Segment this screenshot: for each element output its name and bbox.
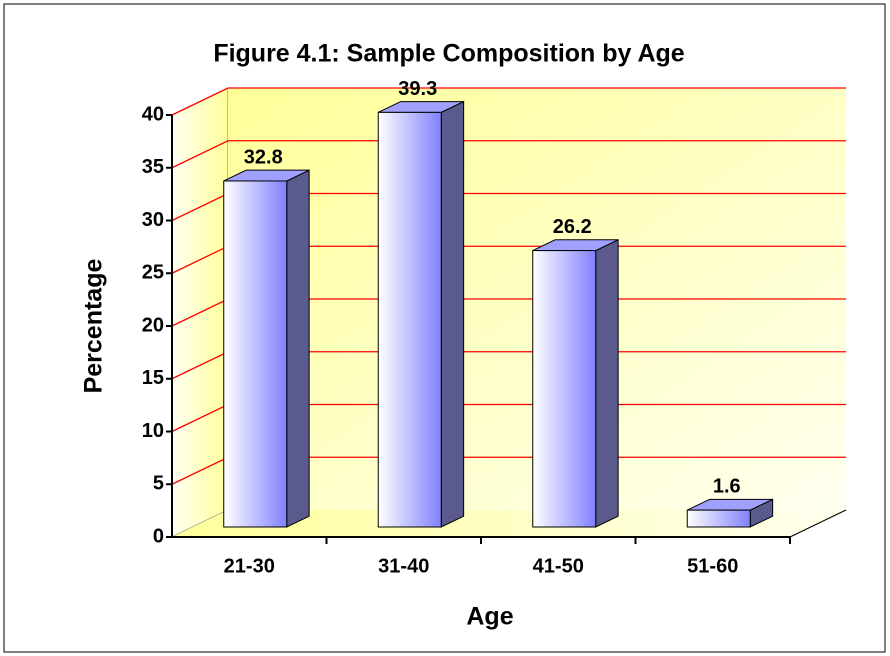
x-axis-label: Age (466, 603, 513, 631)
y-tick-label: 25 (142, 262, 164, 284)
floor (172, 510, 846, 537)
y-axis-label: Percentage (80, 259, 108, 394)
grid-line (171, 140, 846, 169)
y-tick-label: 40 (142, 103, 164, 125)
bar (686, 509, 751, 528)
x-tick-label: 41-50 (533, 555, 584, 577)
chart-title: Figure 4.1: Sample Composition by Age (213, 40, 684, 68)
y-tick-label: 10 (142, 420, 164, 442)
bar-side (440, 100, 465, 528)
data-label: 32.8 (244, 146, 283, 168)
bar (532, 250, 597, 528)
y-tick-label: 20 (142, 314, 164, 336)
y-tick-label: 0 (153, 525, 164, 547)
floor-edge (789, 509, 847, 538)
bar (377, 111, 442, 528)
x-tick-label: 51-60 (687, 555, 738, 577)
grid-line (171, 87, 846, 116)
data-label: 39.3 (398, 78, 437, 100)
bar-side (595, 238, 619, 528)
x-tick-label: 21-30 (224, 555, 275, 577)
y-tick-label: 5 (153, 473, 164, 495)
y-tick-label: 35 (142, 156, 164, 178)
y-tick-label: 30 (142, 209, 164, 231)
data-label: 26.2 (553, 216, 592, 238)
bar-side (286, 169, 310, 528)
data-label: 1.6 (713, 476, 741, 498)
x-tick-label: 31-40 (378, 555, 429, 577)
y-tick-label: 15 (142, 367, 164, 389)
bar (223, 180, 288, 528)
